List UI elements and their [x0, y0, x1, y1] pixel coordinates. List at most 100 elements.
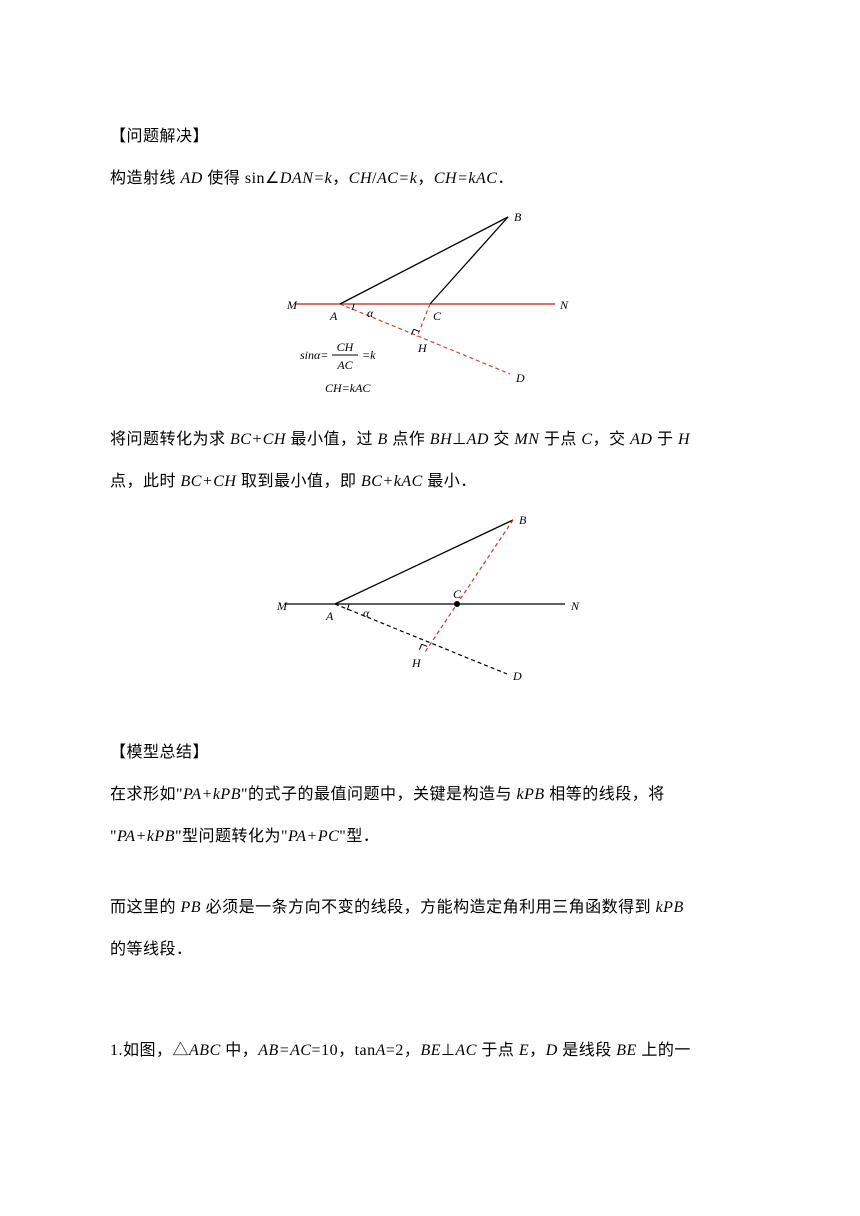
svg-text:sinα=: sinα= — [300, 348, 328, 362]
text: =10，tan — [312, 1042, 376, 1059]
paragraph-note-1: 而这里的 PB 必须是一条方向不变的线段，方能构造定角利用三角函数得到 kPB — [110, 891, 750, 925]
spacer — [110, 1004, 750, 1034]
text-italic: PB — [181, 899, 202, 916]
text-italic: BC+CH — [230, 431, 286, 448]
spacer — [110, 706, 750, 736]
text: 将问题转化为求 — [110, 431, 230, 448]
text-italic: kPB — [517, 786, 545, 803]
text: 而这里的 — [110, 899, 181, 916]
text-italic: AB=AC — [258, 1042, 311, 1059]
text-italic: AC — [455, 1042, 476, 1059]
text: 在求形如" — [110, 786, 183, 803]
svg-text:CH=kAC: CH=kAC — [325, 381, 371, 395]
text: 1.如图，△ — [110, 1042, 189, 1059]
text: ， — [417, 170, 434, 187]
figure-2-svg: MACNBHDα — [275, 512, 585, 682]
spacer — [110, 861, 750, 891]
text: 点，此时 — [110, 473, 181, 490]
text: ⊥ — [452, 431, 466, 448]
svg-text:CH: CH — [337, 340, 355, 354]
text-italic: BE — [420, 1042, 441, 1059]
text: 最小． — [423, 473, 477, 490]
text: 于点 — [477, 1042, 519, 1059]
text: 点作 — [388, 431, 430, 448]
svg-text:H: H — [417, 341, 428, 355]
text: ， — [332, 170, 349, 187]
svg-text:N: N — [570, 599, 580, 613]
text-italic: MN — [514, 431, 539, 448]
text: 取到最小值，即 — [236, 473, 361, 490]
paragraph-construction: 构造射线 AD 使得 sin∠DAN=k，CH/AC=k，CH=kAC． — [110, 162, 750, 196]
text: ． — [497, 170, 514, 187]
text: " — [110, 828, 117, 845]
text-italic: BE — [616, 1042, 637, 1059]
text: "型问题转化为" — [175, 828, 288, 845]
text: 的等线段． — [110, 941, 193, 958]
text-italic: AC=k — [377, 170, 417, 187]
text-italic: CH — [349, 170, 372, 187]
text: 必须是一条方向不变的线段，方能构造定角利用三角函数得到 — [201, 899, 656, 916]
spacer — [110, 974, 750, 1004]
svg-text:α: α — [363, 606, 370, 620]
paragraph-exercise-1: 1.如图，△ABC 中，AB=AC=10，tanA=2，BE⊥AC 于点 E，D… — [110, 1034, 750, 1068]
svg-text:C: C — [433, 309, 442, 323]
text: ⊥ — [441, 1042, 455, 1059]
svg-text:=k: =k — [362, 348, 376, 362]
paragraph-summary-1: 在求形如"PA+kPB"的式子的最值问题中，关键是构造与 kPB 相等的线段，将 — [110, 778, 750, 812]
text: 使得 sin∠ — [203, 170, 280, 187]
text-italic: B — [378, 431, 388, 448]
text: 构造射线 — [110, 170, 181, 187]
text-italic: E — [519, 1042, 529, 1059]
text: 于 — [652, 431, 678, 448]
text: "的式子的最值问题中，关键是构造与 — [241, 786, 517, 803]
text: 交 — [489, 431, 515, 448]
svg-text:H: H — [411, 656, 422, 670]
text: "型． — [339, 828, 379, 845]
text-italic: PA+kPB — [183, 786, 241, 803]
text: 上的一 — [637, 1042, 691, 1059]
text: 是线段 — [558, 1042, 617, 1059]
paragraph-summary-2: "PA+kPB"型问题转化为"PA+PC"型． — [110, 820, 750, 854]
text-italic: ABC — [189, 1042, 221, 1059]
figure-1-svg: MACNBHDαsinα=CHAC=kCH=kAC — [285, 209, 575, 399]
text-italic: AC — [476, 170, 497, 187]
text-italic: DAN=k — [280, 170, 332, 187]
text-italic: BC+CH — [181, 473, 237, 490]
paragraph-note-2: 的等线段． — [110, 933, 750, 967]
heading-model-summary: 【模型总结】 — [110, 736, 750, 770]
svg-text:α: α — [367, 306, 374, 320]
svg-text:M: M — [276, 599, 288, 613]
text-italic: BH — [430, 431, 452, 448]
text-italic: D — [546, 1042, 558, 1059]
svg-text:B: B — [514, 210, 522, 224]
text-italic: AD — [630, 431, 652, 448]
text-italic: H — [678, 431, 690, 448]
text-italic: A — [376, 1042, 386, 1059]
text-italic: kPB — [656, 899, 684, 916]
text-italic: C — [581, 431, 592, 448]
text-italic: PA+PC — [288, 828, 339, 845]
figure-1: MACNBHDαsinα=CHAC=kCH=kAC — [110, 209, 750, 399]
svg-text:M: M — [286, 298, 298, 312]
svg-text:D: D — [515, 371, 525, 385]
paragraph-transform-2: 点，此时 BC+CH 取到最小值，即 BC+kAC 最小． — [110, 465, 750, 499]
text: 中， — [221, 1042, 259, 1059]
text: =2， — [386, 1042, 421, 1059]
text: ，交 — [593, 431, 631, 448]
svg-text:D: D — [512, 669, 522, 682]
svg-text:A: A — [329, 309, 338, 323]
heading-problem-solving: 【问题解决】 — [110, 120, 750, 154]
svg-text:B: B — [519, 513, 527, 527]
text: 于点 — [539, 431, 581, 448]
text: ， — [529, 1042, 546, 1059]
text-italic: PA+kPB — [117, 828, 175, 845]
svg-text:N: N — [559, 298, 569, 312]
paragraph-transform-1: 将问题转化为求 BC+CH 最小值，过 B 点作 BH⊥AD 交 MN 于点 C… — [110, 423, 750, 457]
svg-text:AC: AC — [336, 358, 353, 372]
text-italic: AD — [467, 431, 489, 448]
text-italic: BC+kAC — [361, 473, 423, 490]
text-italic: CH=k — [434, 170, 476, 187]
svg-text:A: A — [325, 609, 334, 623]
figure-2: MACNBHDα — [110, 512, 750, 682]
text: 最小值，过 — [286, 431, 378, 448]
